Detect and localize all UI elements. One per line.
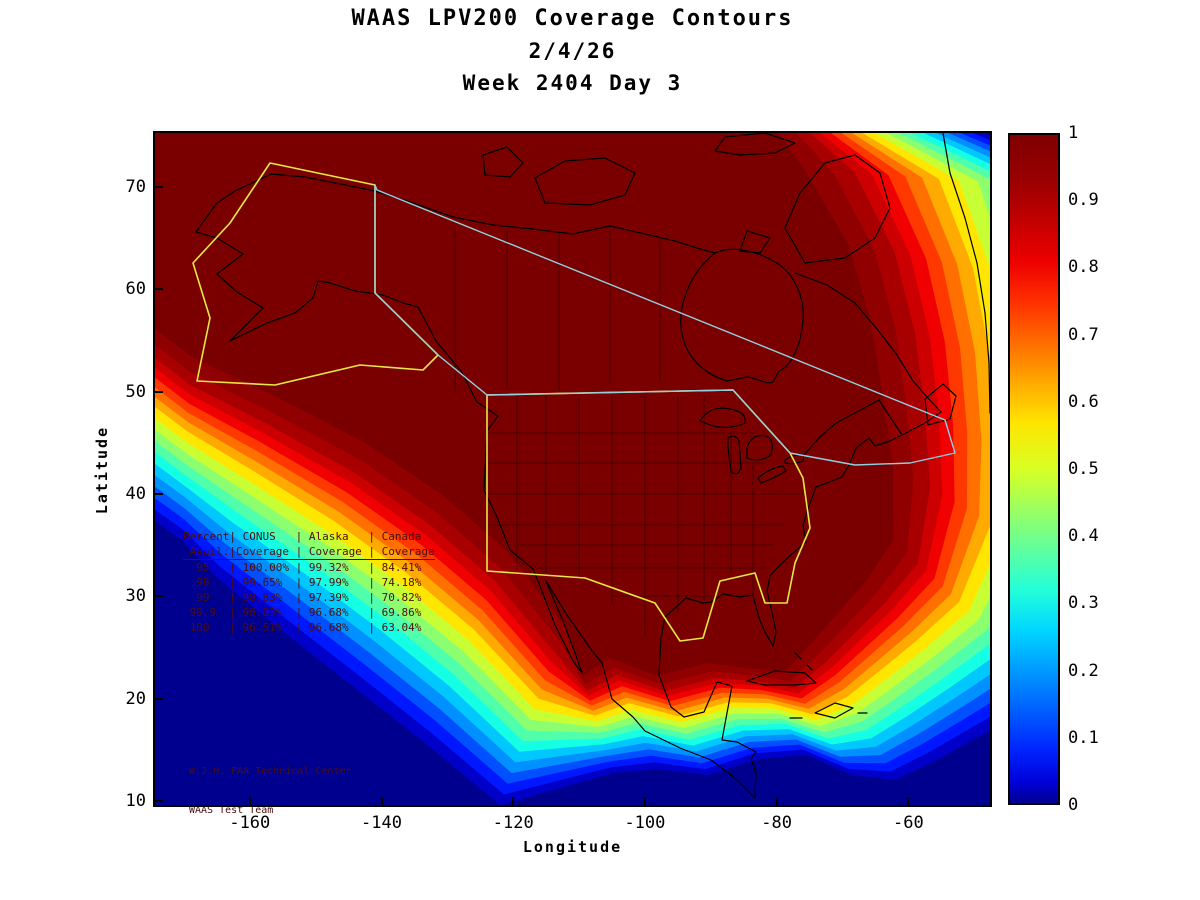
coastline-path [532,568,583,674]
coastline-path [942,133,990,414]
colorbar-tick-label: 0.8 [1068,257,1099,278]
coverage-table-overlay: Percent| CONUS | Alaska | Canada Avail.|… [183,529,435,635]
x-tick-label: -80 [761,813,792,833]
coverage-map-svg [155,133,990,805]
x-tick-mark [775,797,778,805]
y-tick-label: 30 [125,586,146,607]
credit-line-2: WAAS Test Team [189,805,274,816]
x-tick-label: -140 [361,813,402,833]
y-tick-label: 50 [125,381,146,402]
colorbar [1008,133,1060,805]
coverage-table-line: 99.9 | 96.83% | 96.68% | 69.86% [183,606,422,619]
colorbar-tick-label: 0.6 [1068,391,1099,412]
coastline-path [195,173,534,570]
y-tick-mark [155,493,163,496]
contour-band [155,133,894,677]
chart-week-day: Week 2404 Day 3 [462,71,683,95]
colorbar-tick-label: 0.3 [1068,593,1099,614]
service-area-outline-yellow [486,389,811,642]
y-tick-mark [155,186,163,189]
colorbar-tick-label: 1 [1068,123,1079,143]
x-tick-label: -60 [892,813,924,833]
coastline-path [746,434,773,461]
coverage-table-line: 99 | 98.83% | 97.39% | 70.82% [183,591,422,604]
coastline-path [803,399,903,456]
colorbar-tick-label: 0.1 [1068,727,1099,748]
coastline-path [794,272,942,436]
x-tick-mark [907,797,910,805]
x-tick-label: -100 [624,813,666,833]
y-tick-label: 20 [125,688,146,709]
coastline-path [699,407,746,429]
y-tick-mark [155,697,163,700]
y-tick-label: 60 [125,279,146,300]
credit-text: W.J.H. FAA Technical Center WAAS Test Te… [189,739,352,843]
credit-line-1: W.J.H. FAA Technical Center [189,766,352,777]
coastline-path [784,154,891,264]
coastline-path [746,670,817,686]
plot-area: Percent| CONUS | Alaska | Canada Avail.|… [155,133,990,816]
x-tick-mark [512,797,515,805]
x-tick-mark [248,797,251,805]
y-tick-label: 10 [125,790,146,811]
coastline-path [482,146,524,178]
coastline-path [714,133,796,156]
y-tick-label: 40 [125,484,146,505]
colorbar-tick-label: 0.2 [1068,660,1099,681]
coastline-path [727,435,742,475]
chart-date: 2/4/26 [528,39,617,63]
chart-title: WAAS LPV200 Coverage Contours [351,6,794,31]
coastline-path [814,702,854,719]
coverage-table-line: Percent| CONUS | Alaska | Canada [183,530,422,543]
coastline-path [924,383,957,426]
y-tick-mark [155,799,163,802]
x-axis-label: Longitude [522,838,623,856]
x-tick-label: -120 [492,813,534,833]
coverage-table-line: 98 | 99.65% | 97.99% | 74.18% [183,576,422,589]
y-tick-mark [155,390,163,393]
service-area-outline-canada [374,184,956,466]
coverage-table-line: Avail.|Coverage | Coverage | Coverage [183,545,435,560]
colorbar-tick-label: 0.7 [1068,324,1099,345]
coastline-path [374,190,716,254]
colorbar-tick-label: 0.9 [1068,190,1099,211]
y-tick-label: 70 [125,177,146,198]
x-tick-label: -160 [229,813,271,833]
y-tick-mark [155,288,163,291]
coverage-table-line: 95 | 100.00% | 99.32% | 84.41% [183,561,422,574]
colorbar-tick-label: 0.4 [1068,526,1099,547]
coastline-path [757,465,787,484]
title-block: WAAS LPV200 Coverage Contours 2/4/26 Wee… [155,6,990,95]
coastline-path [545,434,903,799]
x-tick-mark [643,797,646,805]
coverage-table-line: 100 | 96.51% | 96.68% | 63.04% [183,621,422,634]
x-tick-mark [380,797,383,805]
colorbar-tick-label: 0 [1068,795,1079,815]
y-tick-mark [155,595,163,598]
coastline-path [680,248,804,384]
coastline-path [794,652,813,671]
coastline-path [534,157,636,206]
colorbar-tick-label: 0.5 [1068,459,1099,479]
coastline-path [739,230,771,254]
